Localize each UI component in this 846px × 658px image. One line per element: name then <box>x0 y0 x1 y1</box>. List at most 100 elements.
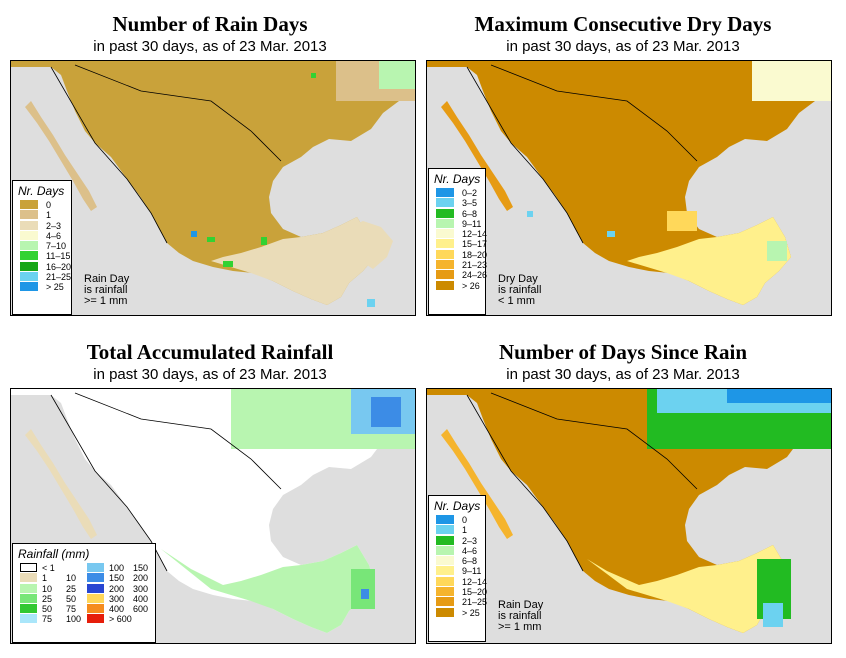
legend-label: 24–26 <box>462 270 488 281</box>
legend-range-high: 300 <box>133 583 149 594</box>
legend-swatch <box>436 515 454 524</box>
legend-swatch <box>87 563 104 572</box>
legend-swatch <box>20 251 38 261</box>
legend-label: 15–17 <box>462 239 488 250</box>
legend-title: Rainfall (mm) <box>18 547 90 561</box>
legend-item: 0 <box>429 515 485 525</box>
coastline <box>50 394 168 572</box>
rain-pixel <box>223 261 233 267</box>
baja-peninsula <box>441 429 513 539</box>
legend-label: > 26 <box>462 280 480 291</box>
legend-item: > 26 <box>429 280 485 291</box>
legend-range-high: 200 <box>133 573 149 584</box>
legend-swatch <box>436 249 454 259</box>
legend-label: 12–14 <box>462 229 488 240</box>
legend-label: 2–3 <box>462 535 478 546</box>
legend-item: 24–26 <box>429 270 488 281</box>
panel-title-rain-days: Number of Rain Days <box>112 12 308 36</box>
panel-title-since-rain: Number of Days Since Rain <box>498 340 748 364</box>
legend-range-low: 10 <box>42 583 53 594</box>
coastline <box>466 66 584 244</box>
note-line: Rain Day <box>84 273 130 285</box>
note-rain-days: Rain Day is rainfall >= 1 mm <box>84 274 129 307</box>
dry-pixel <box>527 211 533 217</box>
coastline <box>466 394 584 572</box>
legend-dry-days: Nr. Days 0–2 3–5 6–8 9–11 12–14 15–17 18–20 21–… <box>428 168 488 315</box>
panel-subtitle-since-rain: in past 30 days, as of 23 Mar. 2013 <box>506 366 740 383</box>
legend-swatch <box>436 208 454 218</box>
legend-item: 2–3 <box>13 220 71 231</box>
southern-region <box>211 217 375 305</box>
legend-swatch <box>20 604 37 614</box>
dry-patch <box>667 211 697 231</box>
legend-swatch <box>436 566 454 576</box>
note-line: is rainfall <box>498 610 542 622</box>
legend-swatch <box>20 230 38 240</box>
legend-label: 1 <box>46 210 52 221</box>
legend-item: 6–8 <box>429 208 485 219</box>
legend-swatch <box>436 218 454 228</box>
panel-subtitle-dry-days: in past 30 days, as of 23 Mar. 2013 <box>506 38 740 55</box>
legend-range-high: 150 <box>133 563 149 573</box>
legend-item: 9–11 <box>429 218 485 229</box>
legend-rows-dry-days: 0–2 3–5 6–8 9–11 12–14 15–17 18–20 21–23 24–26 > … <box>429 188 488 291</box>
panel-subtitle-rain-days: in past 30 days, as of 23 Mar. 2013 <box>93 38 327 55</box>
legend-swatch <box>87 614 104 624</box>
legend-item: 12–14 <box>429 229 488 240</box>
legend-label: > 25 <box>462 607 480 618</box>
legend-item: 15–17 <box>429 239 488 250</box>
border-line <box>490 64 698 162</box>
legend-title: Nr. Days <box>18 184 65 198</box>
legend-rows-rain-days: 0 1 2–3 4–6 7–10 11–15 16–20 21–25 > 25 <box>13 200 71 293</box>
legend-since-rain: Nr. Days 0 1 2–3 4–6 6–8 9–11 12–14 15–20 21–25 >… <box>428 495 488 642</box>
legend-item: > 25 <box>429 607 485 618</box>
rain-pixel <box>191 231 197 237</box>
legend-swatch <box>20 261 38 271</box>
yucatan-very-recent <box>763 603 783 627</box>
legend-label: 3–5 <box>462 198 478 209</box>
legend-item: 21–25 <box>429 597 487 607</box>
legend-swatch <box>436 607 454 617</box>
legend-range-low: 25 <box>42 593 53 604</box>
legend-label: 21–23 <box>462 260 488 271</box>
legend-range-low: 100 <box>109 563 125 573</box>
legend-swatch <box>87 573 104 583</box>
map-total-rain-graphic <box>11 389 415 633</box>
note-since-rain: Rain Day is rainfall >= 1 mm <box>498 600 543 633</box>
legend-label: 12–14 <box>462 576 488 587</box>
texas-region <box>752 61 831 101</box>
map-dry-days <box>426 60 832 316</box>
legend-item: 9–11 <box>429 566 485 576</box>
legend-item: 16–20 <box>13 261 71 272</box>
legend-range-low: > 600 <box>109 614 132 625</box>
legend-swatch <box>20 272 38 282</box>
legend-range-low: 300 <box>109 593 125 604</box>
legend-rain-days: Nr. Days 0 1 2–3 4–6 7–10 11–15 16–20 21–25 > 25 <box>12 180 72 315</box>
legend-label: > 25 <box>46 282 64 293</box>
legend-swatch <box>436 525 454 535</box>
legend-swatch <box>20 210 38 220</box>
legend-rows-since-rain: 0 1 2–3 4–6 6–8 9–11 12–14 15–20 21–25 > 25 <box>429 515 488 618</box>
legend-label: 0–2 <box>462 188 478 198</box>
rain-pixel <box>367 299 375 307</box>
legend-swatch <box>20 573 37 583</box>
panel-subtitle-total-rain: in past 30 days, as of 23 Mar. 2013 <box>93 366 327 383</box>
dry-pixel <box>607 231 615 237</box>
heavy-rain-pixel <box>361 589 369 599</box>
note-line: is rainfall <box>84 284 128 296</box>
legend-item: 1 <box>429 525 485 535</box>
legend-item: 18–20 <box>429 249 487 260</box>
note-line: is rainfall <box>498 284 542 296</box>
legend-range-low: 1 <box>42 573 48 584</box>
legend-swatch <box>436 576 454 586</box>
yucatan <box>341 221 393 269</box>
legend-swatch <box>20 200 38 209</box>
rain-pixel <box>261 237 267 245</box>
baja-peninsula <box>25 429 97 539</box>
legend-item: 0 <box>13 200 71 210</box>
legend-range-low: < 1 <box>42 563 55 573</box>
legend-range-high: 50 <box>66 593 77 604</box>
legend-total-rain: Rainfall (mm) < 1 1 10 10 25 25 50 50 75 75 100 10… <box>12 543 156 643</box>
note-line: >= 1 mm <box>498 621 542 633</box>
legend-range-high: 25 <box>66 583 77 594</box>
